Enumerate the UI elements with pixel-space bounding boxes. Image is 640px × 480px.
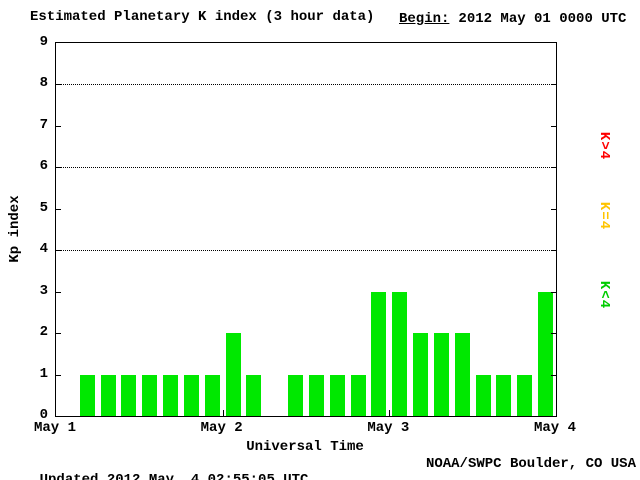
y-tick [551,250,556,252]
gridline [56,84,556,86]
y-tick-label: 0 [39,407,48,423]
x-tick-label: May 3 [367,420,410,436]
kp-bar [142,374,158,416]
y-tick [56,84,61,86]
kp-bar [413,333,429,416]
legend-k4: K>4 [596,131,612,160]
kp-bar [121,374,137,416]
y-tick-label: 9 [39,34,48,50]
kp-bar [329,374,345,416]
chart-title: Estimated Planetary K index (3 hour data… [30,9,375,25]
y-tick-label: 8 [39,75,48,92]
y-tick [56,250,61,252]
y-axis: 0 1 2 3 4 5 6 7 8 9 [24,0,48,480]
kp-bar [163,374,179,416]
x-tick-label: May 4 [533,420,576,436]
x-tick [222,410,224,416]
kp-bar [392,291,408,416]
kp-bar [79,374,95,416]
y-tick-label: 6 [39,158,48,175]
kp-bar [246,374,262,416]
updated-value: 2012 May 4 02:55:05 UTC [98,472,309,480]
kp-bar [433,333,449,416]
y-tick [56,374,61,376]
y-tick [551,374,556,376]
kp-bar [538,291,554,416]
kp-bar [475,374,491,416]
kp-bar [350,374,366,416]
x-tick-label: May 2 [200,420,243,436]
plot-area [55,42,557,417]
y-tick [551,208,556,210]
y-tick [551,291,556,293]
y-tick [56,333,61,335]
legend-k4: K=4 [596,201,612,231]
y-tick [551,333,556,335]
y-tick [56,291,61,293]
kp-bar [371,291,387,416]
y-axis-title: Kp index [7,194,23,263]
y-tick-label: 1 [39,365,48,382]
y-tick [551,125,556,127]
x-axis-title: Universal Time [246,439,364,455]
kp-bar [100,374,116,416]
kp-bar [517,374,533,416]
gridline [56,250,556,252]
kp-bar [183,374,199,416]
kp-bar [496,374,512,416]
y-tick [56,167,61,169]
kp-bar [308,374,324,416]
updated-label: Updated [39,472,99,480]
begin-label: Begin: [399,11,450,27]
kp-bar [225,333,241,416]
begin-value: 2012 May 01 0000 UTC [458,11,627,27]
y-tick-label: 4 [39,241,48,258]
y-tick-label: 7 [39,116,48,133]
kp-bar [288,374,304,416]
updated-annotation: Updated 2012 May 4 02:55:05 UTC [6,456,309,480]
y-tick-label: 5 [39,199,48,216]
y-tick [551,167,556,169]
legend: K>4 K=4 K<4 [594,0,620,480]
kp-bar [454,333,470,416]
y-tick [56,208,61,210]
x-tick [389,410,391,416]
gridline [56,167,556,169]
begin-annotation: Begin: 2012 May 01 0000 UTC [399,11,626,27]
y-tick [56,125,61,127]
legend-k4: K<4 [596,280,612,309]
y-tick [551,84,556,86]
y-tick-label: 3 [39,282,48,299]
y-tick-label: 2 [39,324,48,341]
kp-bar [204,374,220,416]
credit-text: NOAA/SWPC Boulder, CO USA [425,456,636,472]
